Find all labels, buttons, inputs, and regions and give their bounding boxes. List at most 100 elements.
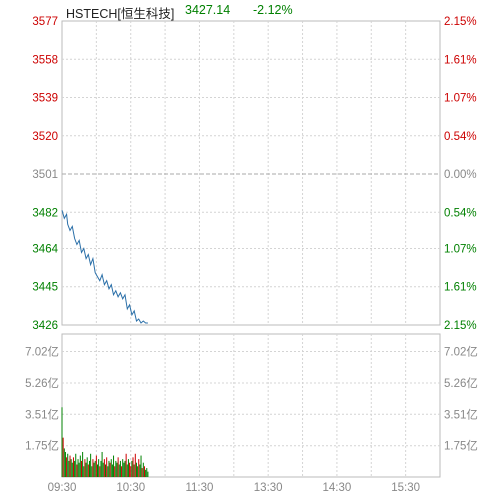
volume-bar bbox=[84, 459, 86, 477]
price-tick-label-left: 3520 bbox=[32, 131, 58, 143]
time-axis-label: 10:30 bbox=[116, 482, 145, 494]
volume-bar bbox=[107, 466, 109, 477]
volume-bar bbox=[121, 466, 123, 477]
volume-bar bbox=[71, 462, 73, 477]
volume-bar bbox=[77, 459, 79, 477]
volume-bar bbox=[79, 455, 81, 477]
volume-bar bbox=[143, 466, 145, 477]
price-tick-label-left: 3464 bbox=[32, 243, 58, 255]
price-tick-label-left: 3539 bbox=[32, 93, 58, 105]
percent-tick-label-right: 1.61% bbox=[444, 282, 477, 294]
time-axis-label: 15:30 bbox=[391, 482, 420, 494]
volume-bar bbox=[125, 453, 127, 477]
volume-bar bbox=[103, 459, 105, 477]
volume-bar bbox=[61, 407, 63, 477]
price-tick-label-left: 3501 bbox=[32, 169, 58, 181]
volume-bar bbox=[147, 471, 149, 477]
volume-bar bbox=[114, 466, 116, 477]
volume-bar bbox=[74, 460, 76, 477]
volume-bar bbox=[130, 466, 132, 477]
volume-panel-frame bbox=[61, 333, 441, 478]
volume-bar bbox=[94, 460, 96, 477]
volume-bar bbox=[76, 464, 78, 477]
volume-tick-label-left: 7.02亿 bbox=[25, 346, 59, 359]
volume-bar bbox=[78, 462, 80, 477]
current-price: 3427.14 bbox=[185, 3, 231, 17]
percent-tick-label-right: 2.15% bbox=[444, 320, 477, 332]
percent-tick-label-right: 1.61% bbox=[444, 54, 477, 66]
volume-bar bbox=[95, 455, 97, 477]
volume-bar bbox=[135, 462, 137, 477]
volume-bar bbox=[118, 464, 120, 477]
percent-tick-label-right: 0.54% bbox=[444, 207, 477, 219]
volume-bar bbox=[105, 464, 107, 477]
volume-bar bbox=[67, 453, 69, 477]
volume-bar bbox=[108, 460, 110, 477]
volume-bar bbox=[141, 468, 143, 477]
volume-bar bbox=[111, 464, 113, 477]
volume-bar bbox=[122, 459, 124, 477]
volume-bar bbox=[92, 459, 94, 477]
volume-bar bbox=[142, 462, 144, 477]
price-tick-label-left: 3426 bbox=[32, 320, 58, 332]
price-line bbox=[61, 210, 148, 324]
volume-bar bbox=[62, 437, 64, 477]
change-percent: -2.12% bbox=[253, 3, 293, 17]
volume-bar bbox=[90, 453, 92, 477]
price-tick-label-left: 3482 bbox=[32, 207, 58, 219]
volume-bar bbox=[101, 451, 103, 477]
price-panel-frame bbox=[61, 20, 441, 326]
volume-bar bbox=[139, 464, 141, 477]
volume-bar bbox=[83, 466, 85, 477]
volume-bar bbox=[102, 462, 104, 477]
price-tick-label-left: 3445 bbox=[32, 282, 58, 294]
volume-bar bbox=[75, 453, 77, 477]
volume-bar bbox=[82, 451, 84, 477]
percent-tick-label-right: 1.07% bbox=[444, 93, 477, 105]
volume-bar bbox=[137, 466, 139, 477]
volume-bar bbox=[93, 462, 95, 477]
volume-tick-label-right: 3.51亿 bbox=[444, 408, 478, 421]
volume-bar bbox=[110, 459, 112, 477]
volume-bar bbox=[106, 457, 108, 477]
volume-bar bbox=[87, 464, 89, 477]
time-axis-label: 09:30 bbox=[48, 482, 77, 494]
volume-bar bbox=[119, 460, 121, 477]
volume-tick-label-left: 1.75亿 bbox=[25, 440, 59, 453]
volume-bar bbox=[131, 460, 133, 477]
volume-bar bbox=[98, 459, 100, 477]
volume-bar bbox=[86, 457, 88, 477]
volume-bar bbox=[70, 459, 72, 477]
volume-tick-label-left: 5.26亿 bbox=[25, 377, 59, 390]
volume-tick-label-right: 1.75亿 bbox=[444, 440, 478, 453]
volume-bar bbox=[133, 464, 135, 477]
volume-bar bbox=[100, 460, 102, 477]
percent-tick-label-right: 0.54% bbox=[444, 131, 477, 143]
volume-bar bbox=[69, 455, 71, 477]
volume-tick-label-left: 3.51亿 bbox=[25, 408, 59, 421]
volume-bar bbox=[124, 460, 126, 477]
volume-bar bbox=[146, 468, 148, 477]
volume-bar bbox=[145, 469, 147, 477]
price-tick-label-left: 3558 bbox=[32, 54, 58, 66]
volume-tick-label-right: 5.26亿 bbox=[444, 377, 478, 390]
volume-bar bbox=[68, 460, 70, 477]
price-tick-label-left: 3577 bbox=[32, 16, 58, 28]
volume-bar bbox=[138, 459, 140, 477]
time-axis-label: 11:30 bbox=[185, 482, 213, 494]
volume-bar bbox=[113, 455, 115, 477]
volume-bar bbox=[132, 457, 134, 477]
percent-tick-label-right: 1.07% bbox=[444, 243, 477, 255]
volume-bar bbox=[115, 460, 117, 477]
volume-bar bbox=[140, 455, 142, 477]
volume-bar bbox=[134, 453, 136, 477]
volume-bar bbox=[123, 462, 125, 477]
percent-tick-label-right: 2.15% bbox=[444, 16, 477, 28]
volume-bar bbox=[88, 460, 90, 477]
volume-bar bbox=[72, 457, 74, 477]
volume-bar bbox=[129, 462, 131, 477]
percent-tick-label-right: 0.00% bbox=[444, 169, 477, 181]
volume-bar bbox=[64, 451, 66, 477]
volume-bar bbox=[116, 462, 118, 477]
